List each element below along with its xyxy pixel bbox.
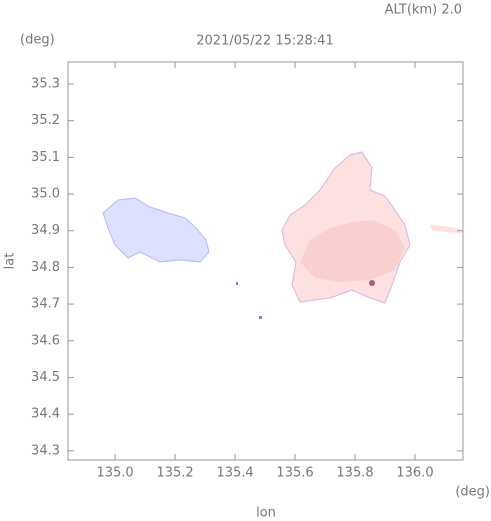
y-tick-label: 34.3 xyxy=(31,443,60,458)
x-unit: (deg) xyxy=(455,485,490,500)
x-tick-label: 135.6 xyxy=(276,466,313,481)
y-axis-label: lat xyxy=(3,253,18,270)
echo-area xyxy=(102,151,462,319)
y-tick-label: 35.3 xyxy=(31,77,60,92)
altitude-label: ALT(km) 2.0 xyxy=(385,3,462,18)
y-tick-label: 35.1 xyxy=(31,150,60,165)
y-tick-label: 34.6 xyxy=(31,333,60,348)
y-unit: (deg) xyxy=(20,33,55,48)
y-tick-label: 34.7 xyxy=(31,297,60,312)
y-tick-label: 34.8 xyxy=(31,260,60,275)
y-tick-label: 34.4 xyxy=(31,407,60,422)
x-tick-label: 135.4 xyxy=(216,466,253,481)
x-tick-label: 136.0 xyxy=(396,466,433,481)
x-tick-label: 135.2 xyxy=(156,466,193,481)
plot-frame xyxy=(67,61,464,461)
y-tick-label: 35.0 xyxy=(31,187,60,202)
y-tick-label: 35.2 xyxy=(31,113,60,128)
x-tick-label: 135.0 xyxy=(96,466,133,481)
y-tick-label: 34.9 xyxy=(31,223,60,238)
x-axis-label: lon xyxy=(256,506,276,521)
x-tick-label: 135.8 xyxy=(336,466,373,481)
chart-title: 2021/05/22 15:28:41 xyxy=(196,34,333,49)
y-tick-label: 34.5 xyxy=(31,370,60,385)
